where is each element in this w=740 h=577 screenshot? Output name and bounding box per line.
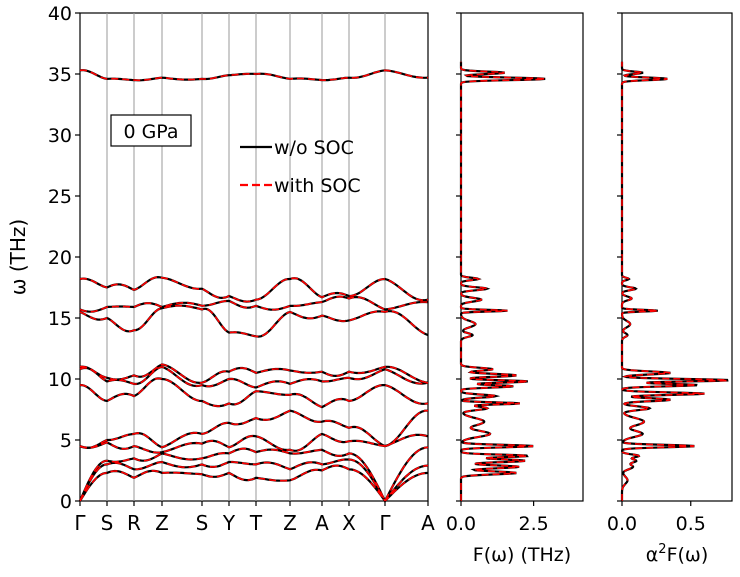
pressure-annotation: 0 GPa: [123, 121, 178, 143]
band-with-soc: [79, 409, 428, 449]
x-tick-label: Γ: [74, 511, 86, 535]
legend-label-with-soc: with SOC: [274, 175, 361, 197]
a2f-curves: [620, 61, 729, 501]
band-with-soc: [79, 276, 429, 303]
band-wo-soc: [79, 409, 428, 450]
y-axis-ticks: 0 5 10 15 20 25 30 35 40: [48, 3, 622, 513]
band-with-soc: [79, 365, 429, 389]
band-with-soc: [79, 304, 429, 338]
y-tick-label: 25: [48, 186, 72, 208]
x-tick-label: S: [196, 511, 209, 535]
band-with-soc: [79, 433, 429, 454]
y-tick-label: 20: [48, 247, 72, 269]
band-wo-soc: [79, 304, 429, 338]
x-tick-label: Γ: [379, 511, 391, 535]
x-tick-label: R: [127, 511, 141, 535]
dos-x-label: F(ω) (THz): [473, 544, 571, 566]
y-tick-label: 15: [48, 308, 72, 330]
a2f-panel: [621, 12, 733, 502]
legend-label-wo-soc: w/o SOC: [274, 137, 354, 159]
y-tick-label: 40: [48, 3, 72, 25]
pressure-annotation-box: [110, 114, 192, 147]
band-wo-soc: [78, 446, 429, 504]
y-axis-label: ω (THz): [6, 219, 30, 295]
band-with-soc: [79, 295, 429, 313]
x-tick-label: Y: [222, 511, 236, 535]
y-tick-label: 0: [60, 491, 72, 513]
dos-curve-with-soc: [460, 61, 546, 501]
bands-with-soc: [79, 69, 429, 503]
x-tick-label: T: [249, 511, 263, 535]
band-with-soc: [80, 377, 429, 408]
x-tick-label: Z: [155, 511, 169, 535]
x-axis-ticks: Γ S R Z S Y T Z A X Γ A 0.0 2.5 0.0 0.5: [74, 501, 706, 535]
y-tick-label: 35: [48, 64, 72, 86]
dispersion-panel: [79, 12, 429, 502]
y-tick-label: 5: [60, 430, 72, 452]
y-tick-label: 10: [48, 369, 72, 391]
a2f-curve-wo-soc: [620, 61, 729, 501]
dos-panel: [460, 12, 584, 502]
band-with-soc: [79, 446, 429, 503]
x-tick-label: 0.5: [676, 513, 706, 535]
band-with-soc: [79, 464, 429, 503]
x-tick-label: X: [342, 511, 356, 535]
dos-curves: [459, 61, 546, 501]
a2f-x-label: α2F(ω): [646, 542, 708, 566]
band-with-soc: [79, 69, 429, 82]
x-tick-label: A: [315, 511, 329, 535]
band-wo-soc: [79, 432, 429, 454]
x-tick-label: A: [421, 511, 435, 535]
high-symmetry-lines: [106, 13, 386, 501]
band-with-soc: [79, 458, 429, 503]
band-with-soc: [79, 363, 429, 384]
x-tick-label: 0.0: [446, 513, 476, 535]
dos-curve-wo-soc: [459, 61, 546, 501]
x-tick-label: 0.0: [607, 513, 637, 535]
legend: w/o SOC with SOC: [240, 137, 361, 197]
x-tick-label: 2.5: [519, 513, 549, 535]
x-tick-label: Z: [283, 511, 297, 535]
y-tick-label: 30: [48, 125, 72, 147]
band-wo-soc: [79, 295, 429, 313]
x-tick-label: S: [101, 511, 114, 535]
